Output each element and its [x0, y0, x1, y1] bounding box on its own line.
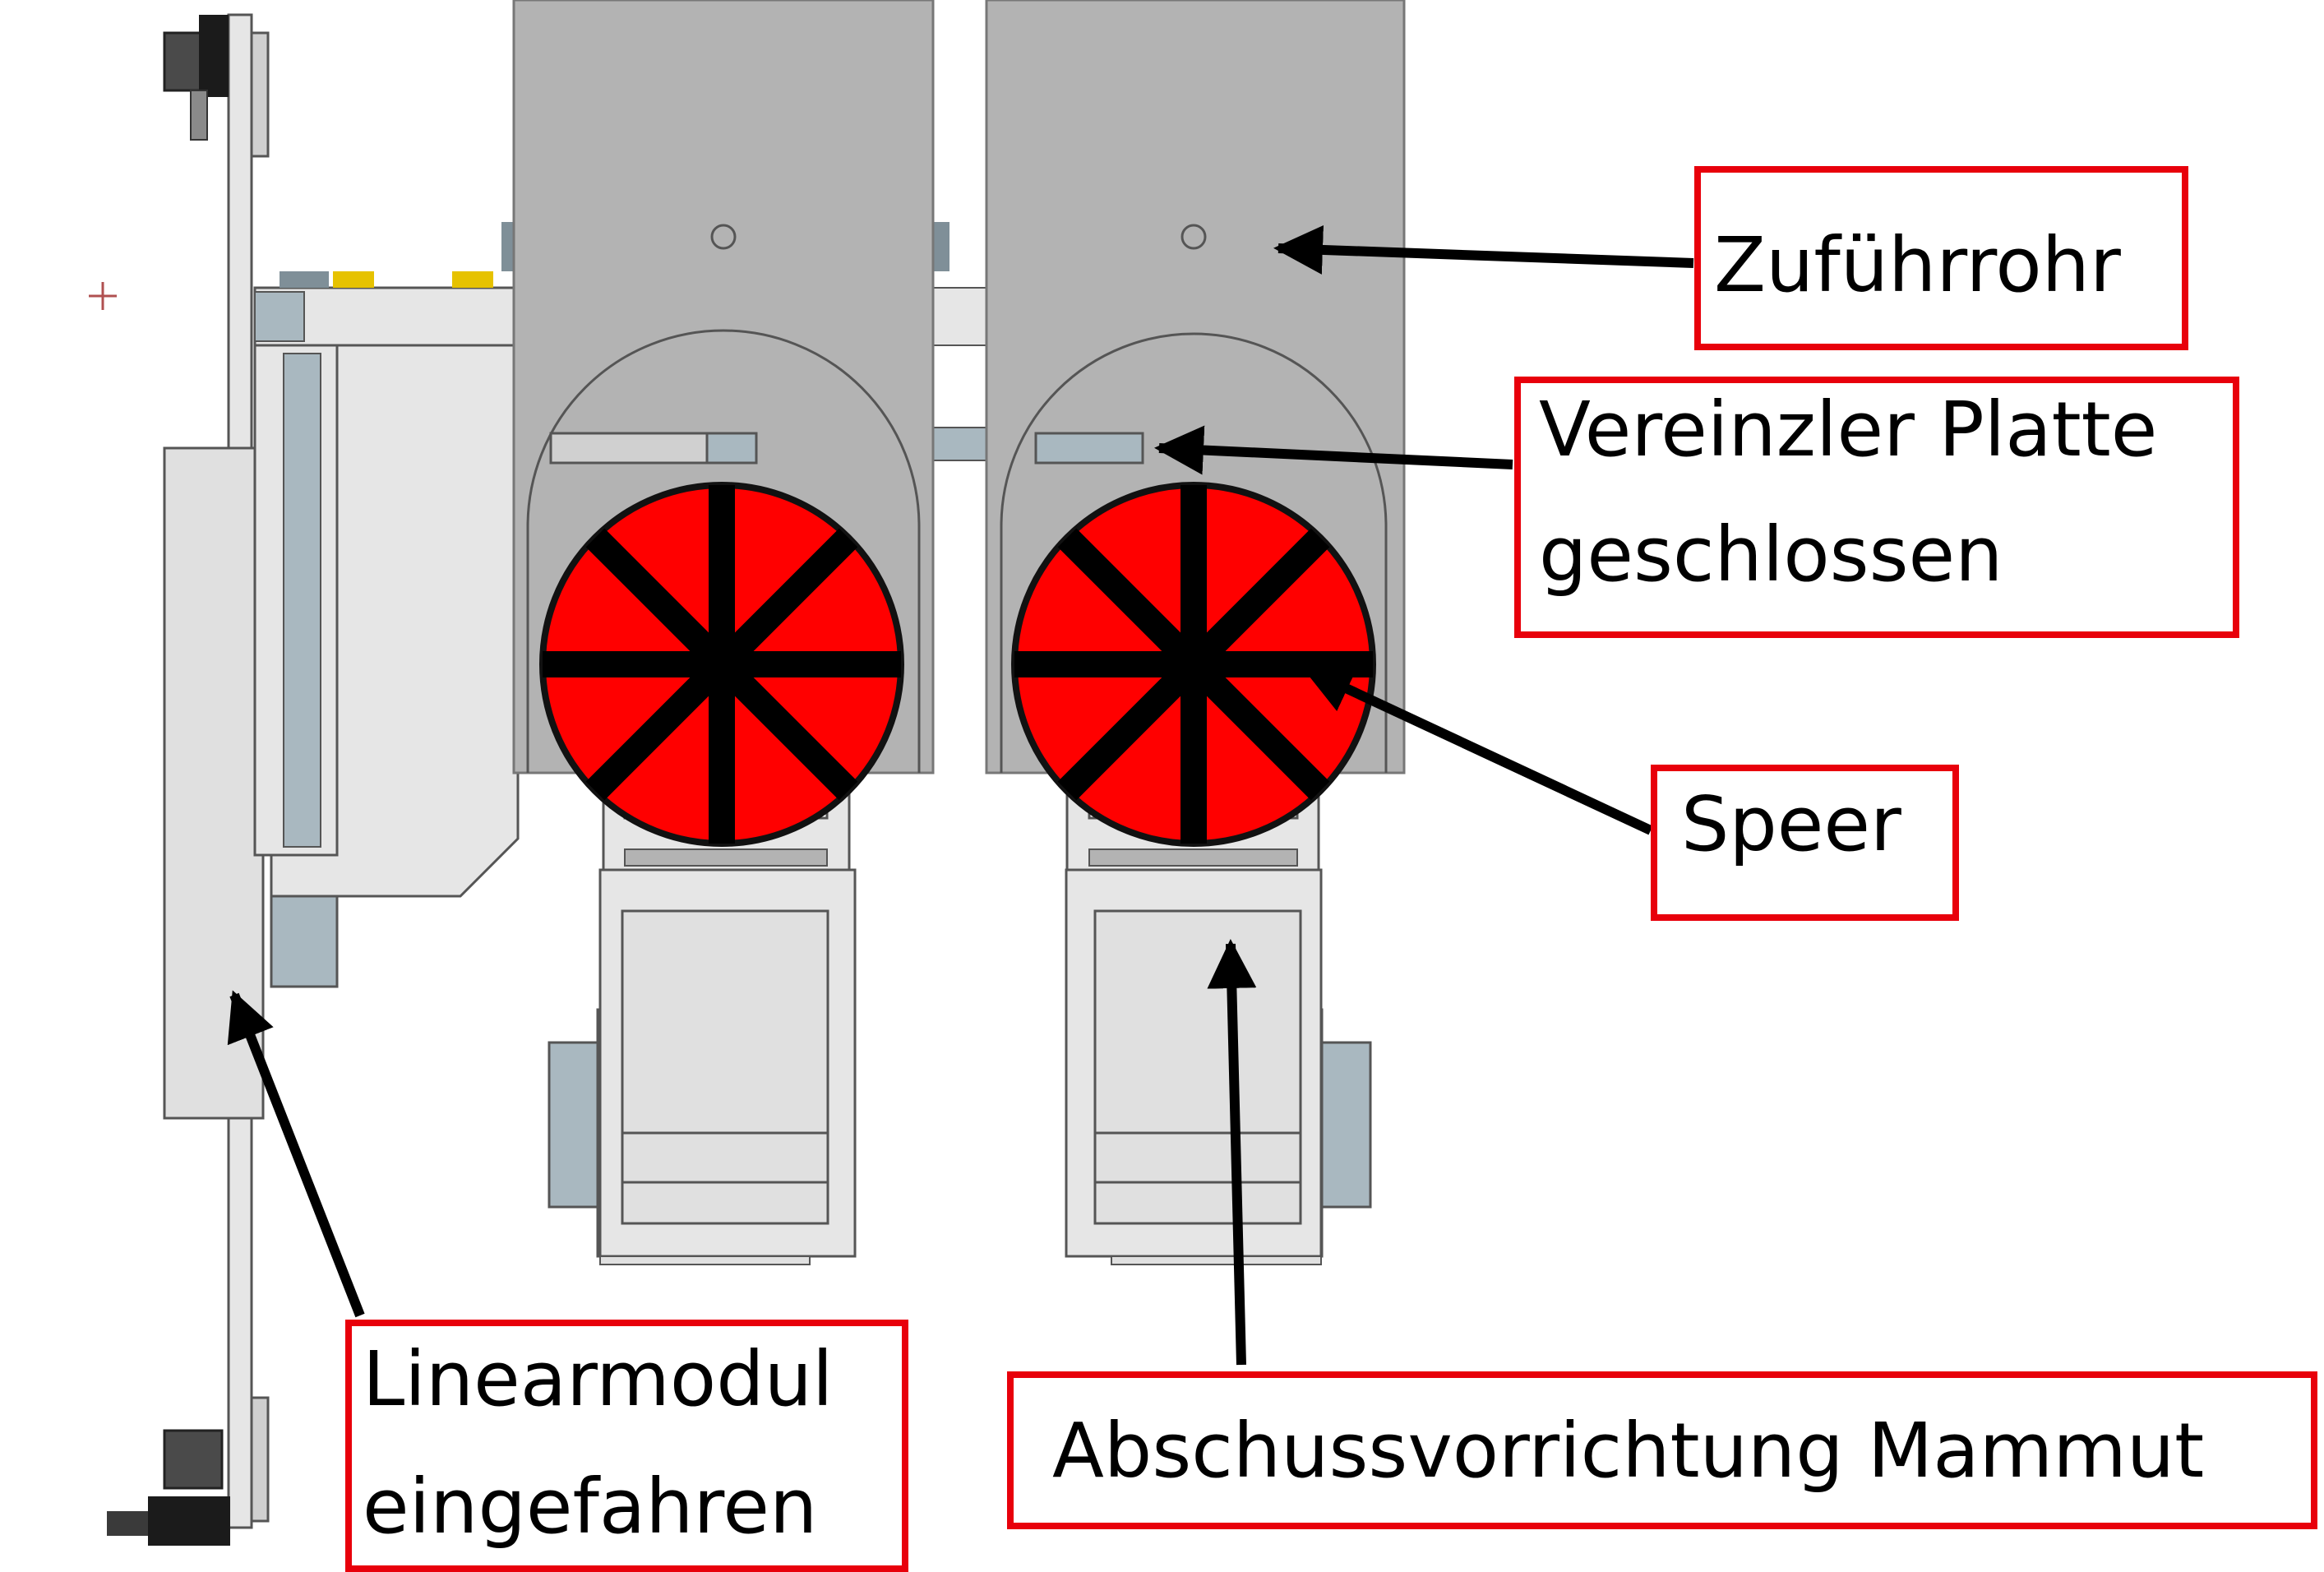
linear-module-label-box: [345, 1320, 908, 1572]
feed-tube-label-box: [1694, 166, 2188, 350]
launcher-label: Abschussvorrichtung Mammut: [1052, 1407, 2205, 1495]
arrow-feed-tube: [1273, 224, 1694, 275]
linear-module: [107, 13, 987, 1546]
crosshair-mark: [89, 282, 117, 310]
launcher-right: [1065, 756, 1372, 1265]
arrow-launcher: [1207, 939, 1257, 1366]
spear-left: [539, 482, 904, 847]
spear-label: Speer: [1681, 780, 1901, 868]
launcher-left: [548, 756, 857, 1265]
spear-label-box: [1651, 765, 1959, 921]
linear-module-label-line1: Linearmodul: [363, 1335, 834, 1423]
linear-module-label-line2: eingefahren: [363, 1463, 818, 1551]
arrow-separator-plate: [1154, 425, 1513, 475]
separator-label-line2: geschlossen: [1539, 511, 2003, 599]
arrow-spear: [1302, 665, 1653, 835]
separator-label-line1: Vereinzler Platte: [1539, 386, 2158, 474]
separator-label-box: [1514, 377, 2239, 638]
spear-right: [1011, 482, 1376, 847]
callout-arrows: [227, 224, 1694, 1366]
launcher-label-box: [1007, 1371, 2317, 1529]
feed-tube-label: Zuführrohr: [1714, 221, 2121, 309]
arrow-linear-module: [227, 990, 365, 1318]
